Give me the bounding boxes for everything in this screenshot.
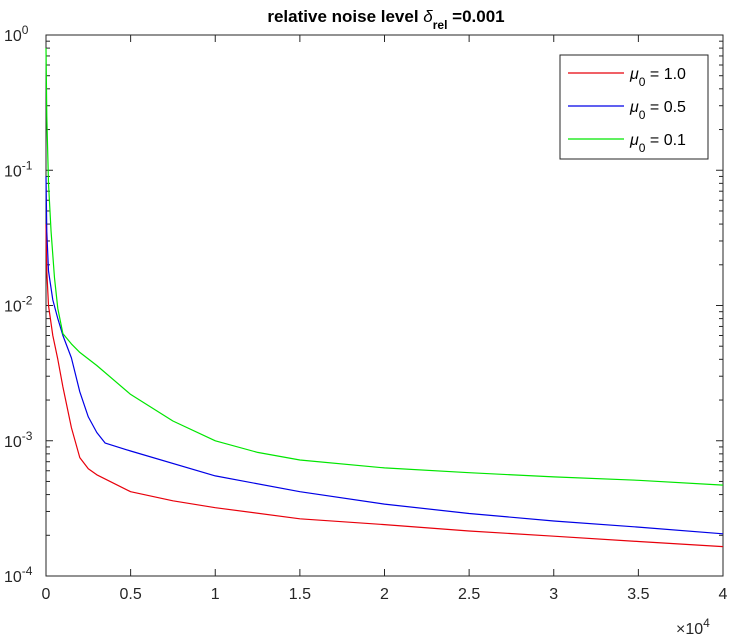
legend-label: μ0 = 0.1 bbox=[629, 132, 686, 155]
x-tick-label: 1.5 bbox=[289, 586, 311, 603]
x-tick-label: 0.5 bbox=[120, 586, 142, 603]
x-tick-label: 2 bbox=[380, 586, 389, 603]
y-tick-label: 10-4 bbox=[4, 564, 33, 586]
y-tick-label: 10-2 bbox=[4, 294, 33, 316]
x-tick-label: 1 bbox=[211, 586, 220, 603]
x-tick-label: 0 bbox=[42, 586, 51, 603]
legend-label: μ0 = 1.0 bbox=[629, 66, 686, 89]
series-line-0 bbox=[45, 224, 724, 548]
series-line-1 bbox=[45, 176, 724, 535]
legend-box bbox=[559, 54, 709, 160]
y-tick-label: 10-1 bbox=[4, 158, 33, 180]
x-tick-label: 2.5 bbox=[458, 586, 480, 603]
x-axis-exponent-label: ×104 bbox=[676, 616, 710, 638]
chart-title: relative noise level δrel =0.001 bbox=[267, 7, 504, 32]
y-tick-label: 100 bbox=[4, 23, 29, 45]
x-tick-label: 3.5 bbox=[627, 586, 649, 603]
series-line-2 bbox=[45, 48, 724, 486]
legend: μ0 = 1.0 μ0 = 0.5 μ0 = 0.1 bbox=[559, 54, 709, 160]
x-axis-ticks: 0 0.5 1 1.5 2 2.5 3 3.5 4 bbox=[42, 35, 728, 603]
x-tick-label: 4 bbox=[719, 586, 728, 603]
legend-label: μ0 = 0.5 bbox=[629, 99, 686, 122]
series-lines bbox=[45, 48, 724, 548]
y-tick-label: 10-3 bbox=[4, 429, 33, 451]
y-axis-ticks: 100 10-1 10-2 10-3 10-4 bbox=[4, 23, 723, 586]
x-tick-label: 3 bbox=[549, 586, 558, 603]
